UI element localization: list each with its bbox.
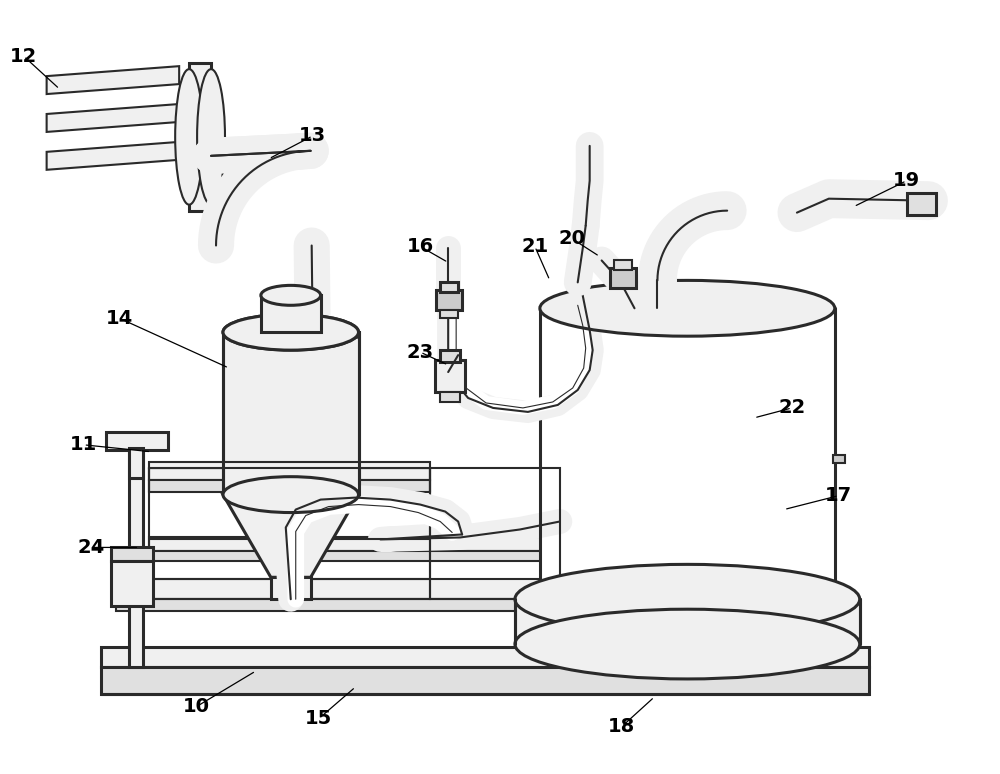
- Ellipse shape: [540, 571, 835, 627]
- Text: 11: 11: [70, 435, 97, 454]
- Text: 12: 12: [10, 46, 37, 66]
- Text: 15: 15: [305, 709, 332, 728]
- Ellipse shape: [223, 314, 359, 350]
- Bar: [614, 261, 632, 270]
- Polygon shape: [223, 332, 359, 337]
- Polygon shape: [149, 467, 430, 480]
- Bar: [440, 283, 458, 293]
- Polygon shape: [149, 537, 560, 551]
- Bar: [833, 455, 845, 463]
- Ellipse shape: [175, 69, 203, 204]
- Bar: [189, 63, 211, 211]
- Bar: [129, 448, 143, 667]
- Bar: [540, 308, 835, 599]
- Polygon shape: [116, 599, 560, 611]
- Text: 20: 20: [558, 229, 585, 248]
- Text: 22: 22: [778, 399, 806, 417]
- Polygon shape: [116, 579, 560, 599]
- Bar: [111, 561, 153, 606]
- Ellipse shape: [223, 314, 359, 350]
- Ellipse shape: [515, 609, 860, 679]
- Text: 19: 19: [893, 171, 920, 190]
- Polygon shape: [47, 66, 179, 94]
- Bar: [271, 577, 311, 599]
- Ellipse shape: [261, 286, 321, 305]
- Text: 18: 18: [608, 717, 635, 736]
- Text: 13: 13: [299, 126, 326, 146]
- Bar: [261, 296, 321, 332]
- Text: 10: 10: [183, 697, 210, 717]
- Polygon shape: [47, 104, 179, 132]
- Polygon shape: [47, 142, 179, 170]
- Bar: [223, 332, 359, 495]
- Text: 21: 21: [521, 237, 548, 256]
- Bar: [907, 193, 936, 214]
- Ellipse shape: [223, 477, 359, 512]
- Polygon shape: [101, 667, 869, 694]
- Bar: [610, 269, 636, 289]
- Ellipse shape: [197, 69, 225, 204]
- Polygon shape: [149, 551, 560, 561]
- Polygon shape: [101, 647, 869, 667]
- Text: 16: 16: [407, 237, 434, 256]
- Text: 14: 14: [106, 309, 133, 327]
- Ellipse shape: [261, 322, 321, 342]
- Bar: [129, 448, 143, 478]
- Bar: [111, 547, 153, 561]
- Polygon shape: [149, 462, 430, 467]
- Bar: [440, 310, 458, 318]
- Text: 23: 23: [407, 343, 434, 361]
- Polygon shape: [149, 480, 430, 491]
- Polygon shape: [223, 495, 359, 577]
- Text: 17: 17: [825, 486, 852, 505]
- Text: 24: 24: [78, 538, 105, 557]
- Bar: [106, 432, 168, 450]
- Bar: [436, 290, 462, 310]
- Ellipse shape: [515, 564, 860, 634]
- Bar: [440, 350, 460, 362]
- Bar: [435, 360, 465, 392]
- Bar: [440, 392, 460, 402]
- Ellipse shape: [540, 280, 835, 336]
- Bar: [515, 599, 860, 644]
